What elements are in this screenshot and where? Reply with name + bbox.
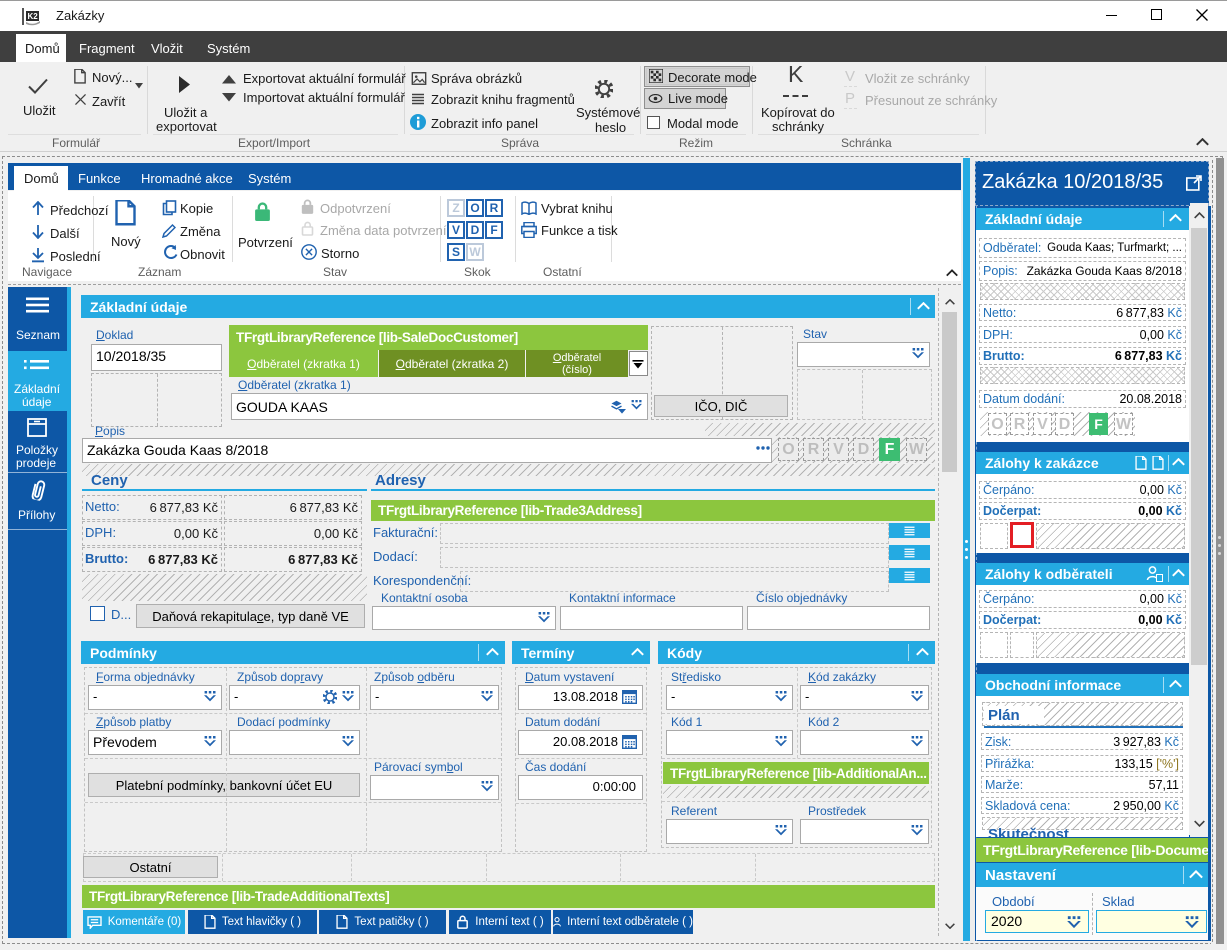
svg-text:K2: K2 bbox=[28, 12, 39, 21]
